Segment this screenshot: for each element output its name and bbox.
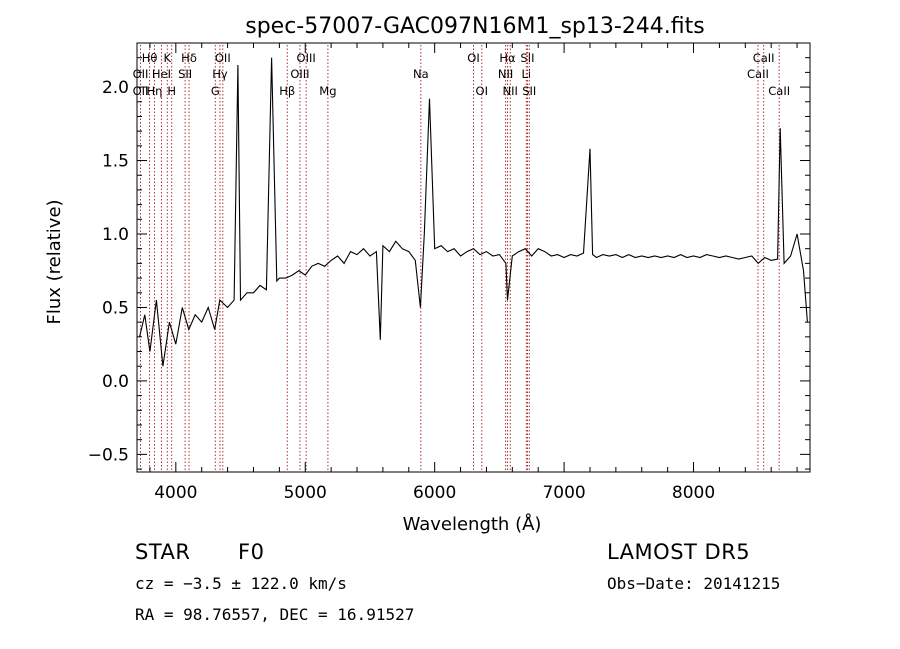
observation-date: Obs−Date: 20141215 xyxy=(607,574,781,593)
x-axis-label: Wavelength (Å) xyxy=(403,513,542,535)
y-tick-label: −0.5 xyxy=(88,445,129,465)
sky-coordinates: RA = 98.76557, DEC = 16.91527 xyxy=(135,605,415,624)
y-tick-label: 0.5 xyxy=(102,298,129,318)
y-tick-label: 0.0 xyxy=(102,372,129,392)
marker-label: Mg xyxy=(319,84,336,98)
marker-label: OI xyxy=(467,51,479,65)
marker-label: NII xyxy=(498,67,513,81)
marker-label: SII xyxy=(522,84,536,98)
y-tick-label: 1.0 xyxy=(102,225,129,245)
marker-label: Hγ xyxy=(212,67,228,81)
marker-label: Hα xyxy=(499,51,516,65)
marker-label: OII xyxy=(215,51,231,65)
x-tick-label: 8000 xyxy=(672,483,715,503)
marker-label: CaII xyxy=(768,84,790,98)
object-class: STAR xyxy=(135,540,191,564)
marker-label: Hβ xyxy=(279,84,295,98)
marker-label: Hθ xyxy=(142,51,158,65)
marker-label: SII xyxy=(178,67,192,81)
marker-label: Li xyxy=(521,67,531,81)
spectrum-series xyxy=(139,57,808,367)
marker-label: CaII xyxy=(753,51,775,65)
marker-label: K xyxy=(164,51,172,65)
y-axis-label: Flux (relative) xyxy=(44,199,65,324)
marker-label: CaII xyxy=(747,67,769,81)
marker-label: H xyxy=(167,84,176,98)
y-tick-label: 1.5 xyxy=(102,152,129,172)
marker-label: Hη xyxy=(147,84,163,98)
marker-label: SII xyxy=(520,51,534,65)
x-tick-label: 5000 xyxy=(284,483,327,503)
y-tick-label: 2.0 xyxy=(102,78,129,98)
marker-label: Hδ xyxy=(181,51,197,65)
marker-label: OIII xyxy=(290,67,309,81)
y-axis: −0.5 0.0 0.5 1.0 1.5 2.0 xyxy=(88,57,810,470)
x-tick-label: 7000 xyxy=(542,483,585,503)
chart-title: spec-57007-GAC097N16M1_sp13-244.fits xyxy=(245,14,705,39)
redshift-velocity: cz = −3.5 ± 122.0 km/s xyxy=(135,574,347,593)
survey-name: LAMOST DR5 xyxy=(607,540,751,564)
marker-label: OIII xyxy=(297,51,316,65)
marker-label: OI xyxy=(476,84,488,98)
plot-frame xyxy=(136,42,811,473)
marker-label: NII xyxy=(503,84,518,98)
marker-label: G xyxy=(211,84,220,98)
marker-label: HeI xyxy=(152,67,171,81)
object-subclass: F0 xyxy=(238,540,265,564)
x-tick-label: 4000 xyxy=(154,483,197,503)
x-axis: 4000 5000 6000 7000 8000 xyxy=(149,43,798,503)
x-tick-label: 6000 xyxy=(413,483,456,503)
spectrum-line xyxy=(139,57,808,367)
marker-label: Na xyxy=(413,67,429,81)
